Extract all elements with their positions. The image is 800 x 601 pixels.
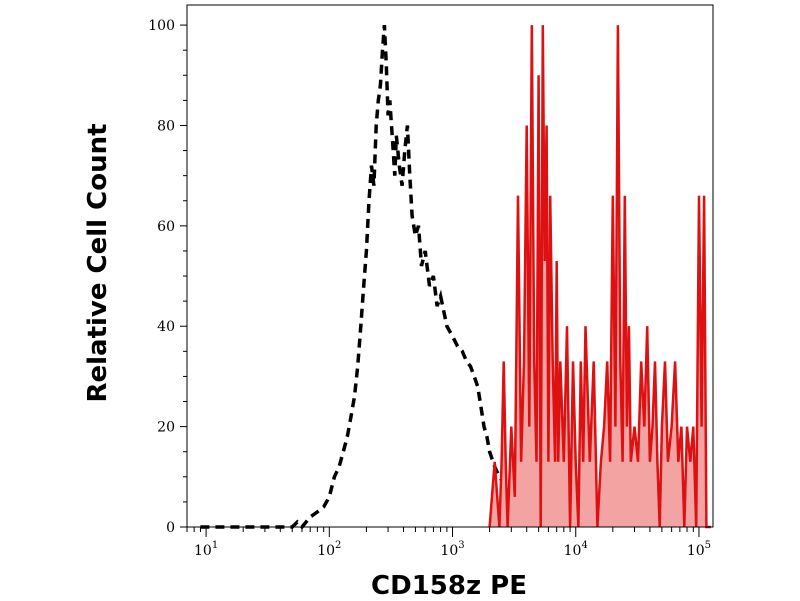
axes: 0 20 40 60 80 100 101 102 103 104 105 [148,4,714,559]
y-tick-label: 60 [157,219,175,235]
x-tick-label: 103 [440,540,464,559]
x-tick-label: 104 [564,540,588,559]
plot-frame [186,4,714,528]
x-axis-title: CD158z PE [371,571,527,601]
y-tick-label: 40 [157,319,175,335]
series-1-line [488,25,711,529]
y-tick-label: 20 [157,420,175,436]
y-tick-label: 80 [157,118,175,134]
plot-area [200,24,711,530]
y-axis-title: Relative Cell Count [83,123,113,403]
x-tick-label: 101 [194,540,218,559]
x-tick-label: 105 [687,540,711,559]
y-tick-label: 100 [148,18,175,34]
y-tick-label: 0 [166,520,175,536]
x-tick-label: 102 [317,540,341,559]
series-0-line [200,24,565,530]
